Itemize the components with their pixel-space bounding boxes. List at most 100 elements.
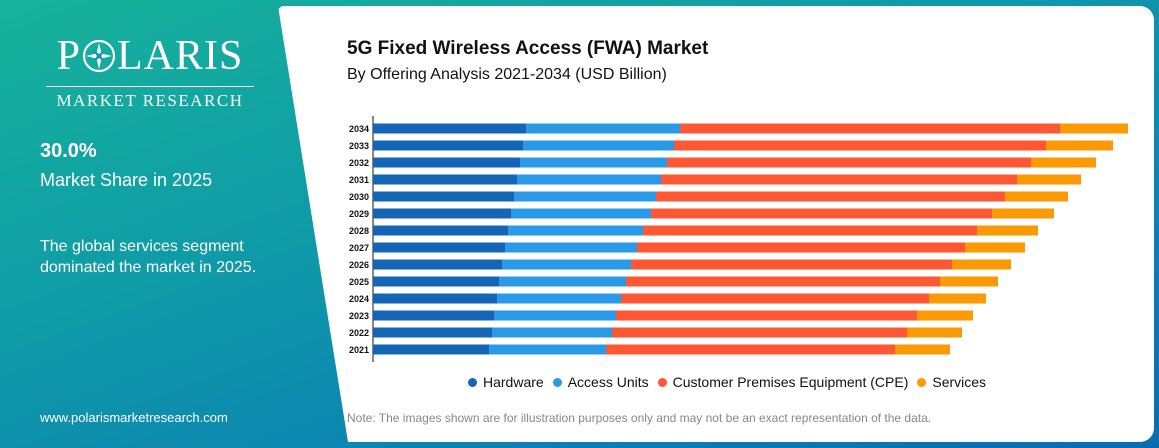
y-tick-label-2025: 2025 <box>349 277 369 287</box>
bar-2031-series-3 <box>1017 174 1081 185</box>
legend-dot-icon <box>468 377 477 387</box>
bar-2026-series-0 <box>373 259 502 270</box>
legend-dot-icon <box>917 377 927 387</box>
bar-2023-series-0 <box>373 310 494 321</box>
bar-2033-series-2 <box>674 140 1046 151</box>
market-share-label: Market Share in 2025 <box>40 170 213 190</box>
compass-star-icon <box>82 39 116 73</box>
bar-2025-series-2 <box>626 276 940 287</box>
bar-2023-series-3 <box>917 310 973 321</box>
bar-2034-series-2 <box>680 123 1060 134</box>
y-tick-label-2024: 2024 <box>349 294 369 304</box>
bar-2022-series-2 <box>612 327 907 338</box>
legend-label: Access Units <box>567 374 649 390</box>
logo-wordmark: P LARIS <box>40 34 260 78</box>
legend-item-0: Hardware <box>468 374 544 390</box>
bar-2021-series-3 <box>895 344 950 355</box>
bar-2031-series-1 <box>517 174 661 185</box>
legend-item-3: Services <box>917 374 986 390</box>
bar-2021-series-0 <box>373 344 489 355</box>
bar-2029-series-3 <box>992 208 1054 219</box>
company-logo: P LARIS MARKET RESEARCH <box>40 34 260 111</box>
bar-2022-series-3 <box>907 327 962 338</box>
bar-2021-series-2 <box>606 344 895 355</box>
legend-item-2: Customer Premises Equipment (CPE) <box>657 374 909 390</box>
website-link[interactable]: www.polarismarketresearch.com <box>40 410 228 425</box>
legend-dot-icon <box>657 377 667 387</box>
bar-2024-series-2 <box>621 293 929 304</box>
chart-card <box>278 6 1154 442</box>
bar-2025-series-3 <box>940 276 998 287</box>
bar-2022-series-1 <box>492 327 612 338</box>
bar-2030-series-0 <box>373 191 514 202</box>
logo-letter: P <box>56 33 81 79</box>
bar-2034-series-3 <box>1060 123 1128 134</box>
bar-2034-series-1 <box>526 123 680 134</box>
bar-2026-series-1 <box>502 259 631 270</box>
legend-label: Hardware <box>483 374 544 390</box>
y-tick-label-2034: 2034 <box>349 124 369 134</box>
y-tick-label-2028: 2028 <box>349 226 369 236</box>
bar-2033-series-0 <box>373 140 523 151</box>
bar-2027-series-2 <box>637 242 965 253</box>
bar-2023-series-2 <box>616 310 917 321</box>
bar-2028-series-3 <box>977 225 1038 236</box>
bar-2034-series-0 <box>373 123 526 134</box>
bar-2033-series-1 <box>523 140 674 151</box>
bar-2031-series-0 <box>373 174 517 185</box>
legend-label: Customer Premises Equipment (CPE) <box>672 374 909 390</box>
bar-2027-series-0 <box>373 242 505 253</box>
logo-subtitle: MARKET RESEARCH <box>56 91 244 110</box>
disclaimer-note: Note: The images shown are for illustrat… <box>347 411 932 425</box>
bar-2032-series-3 <box>1031 157 1096 168</box>
bar-2029-series-2 <box>651 208 992 219</box>
bar-2027-series-1 <box>505 242 637 253</box>
legend-label: Services <box>932 374 987 390</box>
y-tick-label-2033: 2033 <box>349 141 369 151</box>
logo-letters: LARIS <box>117 33 244 79</box>
y-tick-label-2032: 2032 <box>349 158 369 168</box>
legend-dot-icon <box>552 377 562 387</box>
y-tick-label-2023: 2023 <box>349 311 369 321</box>
logo-divider <box>46 86 254 87</box>
chart-title: 5G Fixed Wireless Access (FWA) Market <box>347 38 709 59</box>
y-tick-label-2021: 2021 <box>349 345 369 355</box>
bar-2032-series-2 <box>667 157 1031 168</box>
stacked-bar-chart: 2034 2033 2032 2031 2030 2029 2028 2027 2026 2025… <box>349 116 1128 362</box>
bar-2024-series-0 <box>373 293 497 304</box>
legend-item-1: Access Units <box>552 374 649 390</box>
y-tick-label-2030: 2030 <box>349 192 369 202</box>
y-tick-label-2022: 2022 <box>349 328 369 338</box>
left-panel: P LARIS MARKET RESEARCH 30.0% Market Sha… <box>0 0 300 448</box>
bar-2030-series-2 <box>656 191 1005 202</box>
bar-2024-series-1 <box>497 293 621 304</box>
bar-2025-series-1 <box>499 276 626 287</box>
segment-summary: The global services segment dominated th… <box>40 238 257 276</box>
chart-legend: Hardware Access Units Customer Premises Eq… <box>468 374 995 390</box>
bar-2021-series-1 <box>489 344 606 355</box>
bar-2030-series-3 <box>1005 191 1068 202</box>
bar-2032-series-0 <box>373 157 520 168</box>
bar-2027-series-3 <box>965 242 1025 253</box>
y-tick-label-2026: 2026 <box>349 260 369 270</box>
bar-2030-series-1 <box>514 191 656 202</box>
chart-subtitle: By Offering Analysis 2021-2034 (USD Bill… <box>347 66 667 83</box>
bar-2026-series-3 <box>952 259 1011 270</box>
bar-2028-series-1 <box>508 225 643 236</box>
bar-2028-series-0 <box>373 225 508 236</box>
bar-2025-series-0 <box>373 276 499 287</box>
y-tick-label-2027: 2027 <box>349 243 369 253</box>
bar-2026-series-2 <box>631 259 952 270</box>
bar-2031-series-2 <box>661 174 1017 185</box>
bar-2029-series-1 <box>511 208 651 219</box>
bar-2032-series-1 <box>520 157 667 168</box>
y-tick-label-2031: 2031 <box>349 175 369 185</box>
market-share-value: 30.0% <box>40 140 97 162</box>
y-tick-label-2029: 2029 <box>349 209 369 219</box>
bar-2028-series-2 <box>643 225 977 236</box>
bar-2033-series-3 <box>1046 140 1113 151</box>
bar-2022-series-0 <box>373 327 492 338</box>
bar-2024-series-3 <box>929 293 986 304</box>
bar-2023-series-1 <box>494 310 616 321</box>
bar-2029-series-0 <box>373 208 511 219</box>
